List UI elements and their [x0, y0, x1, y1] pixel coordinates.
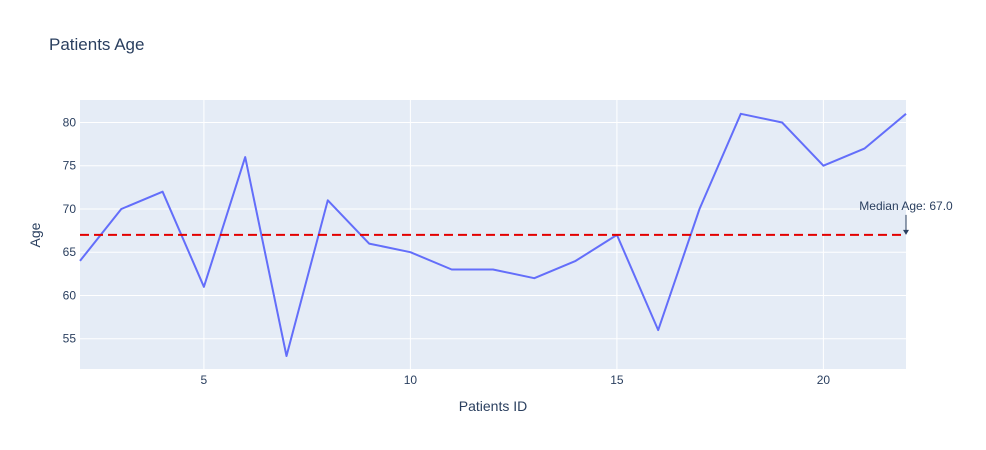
data-point: [699, 208, 701, 210]
median-annotation-arrowhead: [903, 229, 909, 235]
data-point: [451, 269, 453, 271]
chart-title: Patients Age: [49, 35, 144, 54]
data-point: [822, 165, 824, 167]
data-point: [781, 121, 783, 123]
data-point: [575, 260, 577, 262]
data-point: [740, 113, 742, 115]
y-tick-label: 80: [63, 115, 77, 129]
data-point: [244, 156, 246, 158]
x-tick-label: 10: [404, 373, 418, 387]
y-tick-label: 55: [63, 332, 77, 346]
data-point: [492, 269, 494, 271]
data-point: [864, 147, 866, 149]
x-axis-title: Patients ID: [459, 398, 527, 414]
data-point: [657, 329, 659, 331]
data-point: [79, 260, 81, 262]
data-point: [368, 243, 370, 245]
series-layer: [79, 112, 907, 357]
data-point: [409, 251, 411, 253]
data-point: [533, 277, 535, 279]
x-tick-label: 15: [610, 373, 624, 387]
data-point: [120, 208, 122, 210]
y-axis-title: Age: [27, 222, 43, 247]
y-tick-label: 65: [63, 245, 77, 259]
data-point: [327, 199, 329, 201]
median-annotation: Median Age: 67.0: [859, 199, 953, 213]
y-tick-label: 60: [63, 288, 77, 302]
annotation-layer: Median Age: 67.0: [859, 199, 953, 235]
x-tick-label: 5: [201, 373, 208, 387]
tick-layer: 5 10 15 20 55 60 65 70 75 80: [63, 115, 831, 387]
y-tick-label: 70: [63, 202, 77, 216]
y-tick-label: 75: [63, 159, 77, 173]
data-point: [286, 355, 288, 357]
series-line: [79, 112, 907, 357]
data-point: [203, 286, 205, 288]
data-point: [905, 113, 907, 115]
data-point: [162, 191, 164, 193]
x-tick-label: 20: [817, 373, 831, 387]
